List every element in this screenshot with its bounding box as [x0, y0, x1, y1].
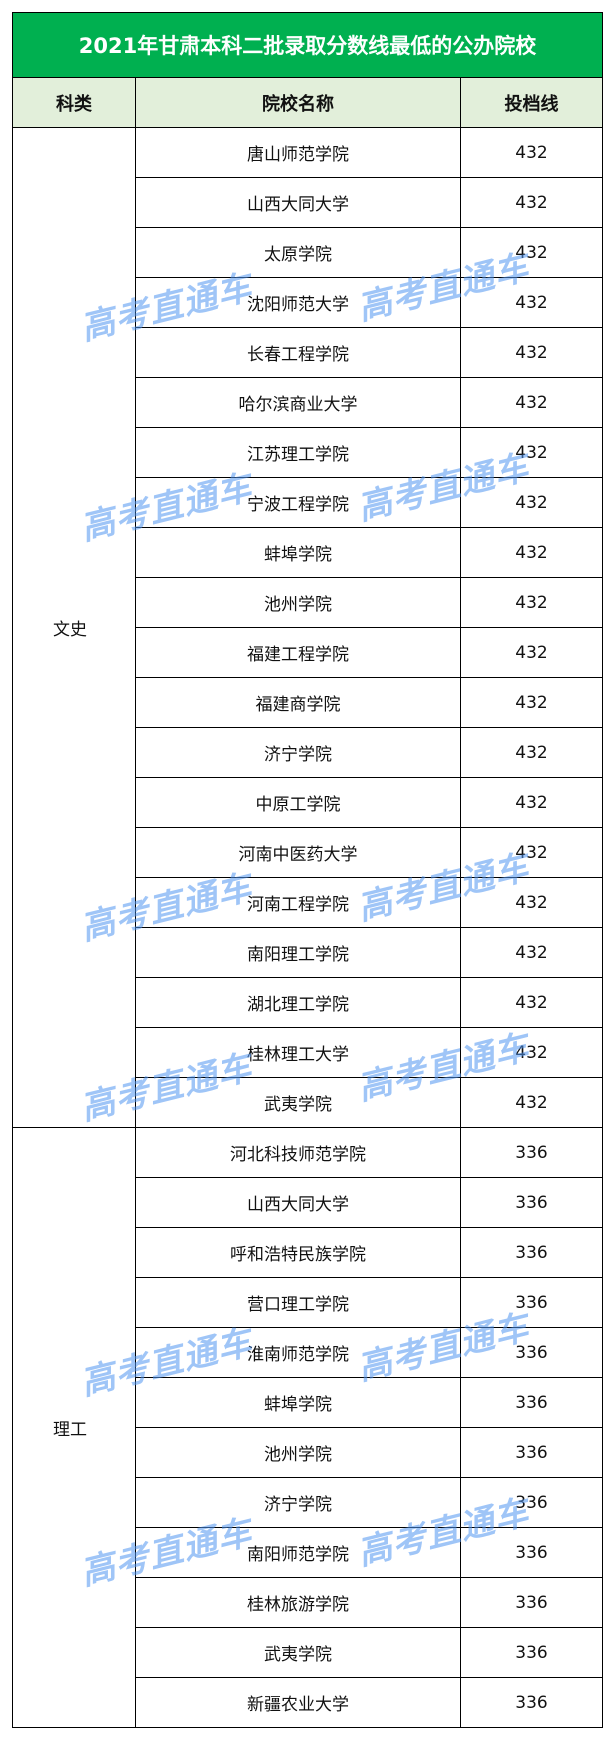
score-cell: 432	[459, 127, 604, 178]
score-cell: 432	[459, 527, 604, 578]
table-row: 蚌埠学院 432	[13, 527, 604, 578]
table-row: 江苏理工学院 432	[13, 427, 604, 478]
category-cell: 理工	[12, 1127, 136, 1728]
school-name-cell: 长春工程学院	[135, 327, 461, 378]
school-name-cell: 山西大同大学	[135, 177, 461, 228]
table-row: 南阳理工学院 432	[13, 927, 604, 978]
header-score: 投档线	[459, 77, 604, 128]
school-name-cell: 河南中医药大学	[135, 827, 461, 878]
table-row: 池州学院 432	[13, 577, 604, 628]
score-cell: 432	[459, 677, 604, 728]
score-cell: 432	[459, 427, 604, 478]
score-cell: 336	[459, 1377, 604, 1428]
score-cell: 336	[459, 1627, 604, 1678]
school-name-cell: 唐山师范学院	[135, 127, 461, 178]
school-name-cell: 蚌埠学院	[135, 1377, 461, 1428]
score-cell: 432	[459, 327, 604, 378]
score-cell: 432	[459, 927, 604, 978]
score-cell: 432	[459, 777, 604, 828]
score-cell: 336	[459, 1677, 604, 1728]
score-cell: 336	[459, 1527, 604, 1578]
table-row: 哈尔滨商业大学 432	[13, 377, 604, 428]
school-name-cell: 河南工程学院	[135, 877, 461, 928]
school-name-cell: 营口理工学院	[135, 1277, 461, 1328]
table-row: 福建商学院 432	[13, 677, 604, 728]
table-row: 山西大同大学 336	[13, 1177, 604, 1228]
category-cell: 文史	[12, 127, 136, 1128]
table-row: 济宁学院 336	[13, 1477, 604, 1528]
school-name-cell: 中原工学院	[135, 777, 461, 828]
score-cell: 432	[459, 227, 604, 278]
table-row: 湖北理工学院 432	[13, 977, 604, 1028]
school-name-cell: 南阳师范学院	[135, 1527, 461, 1578]
score-cell: 432	[459, 827, 604, 878]
school-name-cell: 宁波工程学院	[135, 477, 461, 528]
school-name-cell: 济宁学院	[135, 1477, 461, 1528]
school-name-cell: 池州学院	[135, 1427, 461, 1478]
school-name-cell: 山西大同大学	[135, 1177, 461, 1228]
school-name-cell: 桂林旅游学院	[135, 1577, 461, 1628]
table-row: 蚌埠学院 336	[13, 1377, 604, 1428]
school-name-cell: 武夷学院	[135, 1077, 461, 1128]
score-cell: 336	[459, 1277, 604, 1328]
table-row: 长春工程学院 432	[13, 327, 604, 378]
score-cell: 336	[459, 1577, 604, 1628]
table-row: 呼和浩特民族学院 336	[13, 1227, 604, 1278]
school-name-cell: 湖北理工学院	[135, 977, 461, 1028]
school-name-cell: 淮南师范学院	[135, 1327, 461, 1378]
header-category: 科类	[12, 77, 136, 128]
table-row: 桂林旅游学院 336	[13, 1577, 604, 1628]
score-cell: 432	[459, 477, 604, 528]
score-cell: 432	[459, 1027, 604, 1078]
score-cell: 432	[459, 727, 604, 778]
table-row: 理工 河北科技师范学院 336	[12, 1127, 604, 1728]
school-name-cell: 桂林理工大学	[135, 1027, 461, 1078]
score-cell: 336	[459, 1177, 604, 1228]
table-body: 文史 唐山师范学院 432 山西大同大学 432 太原学院 432 沈阳师范大学 432 长春工程…	[12, 127, 604, 1728]
school-name-cell: 江苏理工学院	[135, 427, 461, 478]
table-row: 新疆农业大学 336	[13, 1677, 604, 1728]
table-row: 河南中医药大学 432	[13, 827, 604, 878]
score-cell: 336	[459, 1327, 604, 1378]
school-name-cell: 济宁学院	[135, 727, 461, 778]
school-name-cell: 新疆农业大学	[135, 1677, 461, 1728]
school-name-cell: 沈阳师范大学	[135, 277, 461, 328]
table-row: 沈阳师范大学 432	[13, 277, 604, 328]
school-name-cell: 福建商学院	[135, 677, 461, 728]
score-table: 2021年甘肃本科二批录取分数线最低的公办院校 科类 院校名称 投档线 文史 唐山…	[11, 12, 604, 1728]
school-name-cell: 河北科技师范学院	[135, 1127, 461, 1178]
school-name-cell: 呼和浩特民族学院	[135, 1227, 461, 1278]
header-school-name: 院校名称	[135, 77, 461, 128]
table-row: 济宁学院 432	[13, 727, 604, 778]
score-cell: 336	[459, 1427, 604, 1478]
table-row: 太原学院 432	[13, 227, 604, 278]
school-name-cell: 武夷学院	[135, 1627, 461, 1678]
school-name-cell: 蚌埠学院	[135, 527, 461, 578]
table-row: 山西大同大学 432	[13, 177, 604, 228]
table-row: 营口理工学院 336	[13, 1277, 604, 1328]
score-cell: 432	[459, 1077, 604, 1128]
score-cell: 432	[459, 377, 604, 428]
score-cell: 336	[459, 1227, 604, 1278]
school-name-cell: 南阳理工学院	[135, 927, 461, 978]
school-name-cell: 太原学院	[135, 227, 461, 278]
score-cell: 432	[459, 627, 604, 678]
school-name-cell: 池州学院	[135, 577, 461, 628]
school-name-cell: 福建工程学院	[135, 627, 461, 678]
table-row: 武夷学院 336	[13, 1627, 604, 1678]
score-cell: 432	[459, 977, 604, 1028]
table-row: 淮南师范学院 336	[13, 1327, 604, 1378]
school-name-cell: 哈尔滨商业大学	[135, 377, 461, 428]
score-cell: 432	[459, 277, 604, 328]
score-cell: 432	[459, 177, 604, 228]
score-cell: 336	[459, 1127, 604, 1178]
score-cell: 336	[459, 1477, 604, 1528]
table-title: 2021年甘肃本科二批录取分数线最低的公办院校	[11, 12, 604, 78]
table-row: 文史 唐山师范学院 432	[12, 127, 604, 1128]
table-row: 中原工学院 432	[13, 777, 604, 828]
score-cell: 432	[459, 577, 604, 628]
score-cell: 432	[459, 877, 604, 928]
table-row: 宁波工程学院 432	[13, 477, 604, 528]
table-row: 河南工程学院 432	[13, 877, 604, 928]
